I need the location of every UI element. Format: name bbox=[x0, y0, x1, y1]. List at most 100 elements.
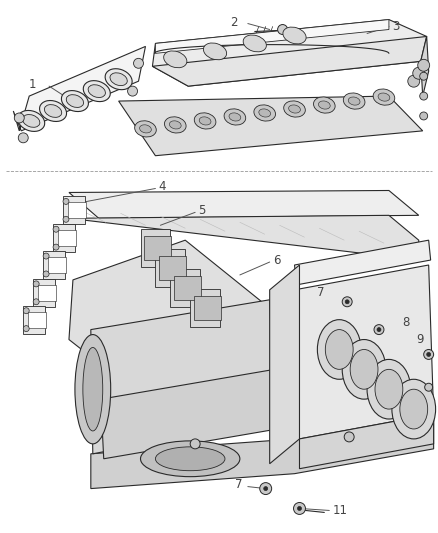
Ellipse shape bbox=[33, 281, 39, 287]
Ellipse shape bbox=[164, 117, 186, 133]
Ellipse shape bbox=[23, 308, 29, 314]
Polygon shape bbox=[33, 279, 55, 307]
Ellipse shape bbox=[314, 97, 335, 113]
Polygon shape bbox=[101, 369, 278, 459]
Ellipse shape bbox=[343, 93, 365, 109]
Ellipse shape bbox=[344, 432, 354, 442]
Polygon shape bbox=[58, 230, 76, 246]
Ellipse shape bbox=[110, 73, 127, 86]
Polygon shape bbox=[119, 96, 423, 156]
Ellipse shape bbox=[350, 350, 378, 389]
Polygon shape bbox=[28, 312, 46, 328]
Ellipse shape bbox=[278, 25, 288, 35]
Polygon shape bbox=[194, 296, 221, 320]
Ellipse shape bbox=[243, 35, 266, 52]
Ellipse shape bbox=[378, 93, 390, 101]
Polygon shape bbox=[141, 229, 170, 267]
Ellipse shape bbox=[53, 244, 59, 250]
Text: 8: 8 bbox=[402, 316, 409, 329]
Ellipse shape bbox=[61, 91, 88, 111]
Ellipse shape bbox=[400, 389, 427, 429]
Polygon shape bbox=[174, 276, 201, 300]
Ellipse shape bbox=[141, 441, 240, 477]
Polygon shape bbox=[270, 265, 300, 464]
Ellipse shape bbox=[254, 105, 276, 121]
Text: 11: 11 bbox=[332, 504, 347, 517]
Text: 7: 7 bbox=[235, 478, 243, 491]
Ellipse shape bbox=[66, 95, 84, 108]
Polygon shape bbox=[190, 289, 220, 327]
Ellipse shape bbox=[194, 113, 216, 129]
Ellipse shape bbox=[199, 117, 211, 125]
Ellipse shape bbox=[53, 226, 59, 232]
Ellipse shape bbox=[348, 97, 360, 105]
Ellipse shape bbox=[18, 133, 28, 143]
Polygon shape bbox=[300, 414, 434, 469]
Ellipse shape bbox=[325, 329, 353, 369]
Polygon shape bbox=[294, 265, 434, 439]
Text: 4: 4 bbox=[159, 180, 166, 193]
Polygon shape bbox=[23, 306, 45, 334]
Polygon shape bbox=[155, 249, 185, 287]
Ellipse shape bbox=[342, 297, 352, 307]
Ellipse shape bbox=[260, 482, 272, 495]
Ellipse shape bbox=[420, 72, 427, 80]
Ellipse shape bbox=[164, 51, 187, 68]
Text: 5: 5 bbox=[198, 204, 205, 217]
Polygon shape bbox=[38, 285, 56, 301]
Ellipse shape bbox=[155, 447, 225, 471]
Text: 3: 3 bbox=[392, 20, 399, 33]
Polygon shape bbox=[69, 215, 419, 260]
Ellipse shape bbox=[418, 59, 430, 71]
Ellipse shape bbox=[425, 383, 433, 391]
Polygon shape bbox=[13, 46, 145, 131]
Polygon shape bbox=[91, 414, 434, 489]
Ellipse shape bbox=[18, 110, 45, 132]
Polygon shape bbox=[155, 20, 389, 53]
Ellipse shape bbox=[127, 86, 138, 96]
Ellipse shape bbox=[134, 121, 156, 137]
Polygon shape bbox=[91, 300, 275, 454]
Ellipse shape bbox=[88, 85, 106, 98]
Polygon shape bbox=[48, 257, 66, 273]
Ellipse shape bbox=[420, 92, 427, 100]
Polygon shape bbox=[145, 236, 171, 260]
Ellipse shape bbox=[374, 325, 384, 335]
Polygon shape bbox=[69, 240, 272, 394]
Ellipse shape bbox=[318, 320, 361, 379]
Polygon shape bbox=[68, 203, 86, 219]
Ellipse shape bbox=[424, 350, 434, 359]
Polygon shape bbox=[152, 20, 427, 86]
Ellipse shape bbox=[224, 109, 246, 125]
Ellipse shape bbox=[342, 340, 386, 399]
Ellipse shape bbox=[264, 487, 268, 490]
Polygon shape bbox=[43, 251, 65, 279]
Polygon shape bbox=[159, 256, 186, 280]
Polygon shape bbox=[421, 36, 429, 96]
Ellipse shape bbox=[408, 75, 420, 87]
Text: 2: 2 bbox=[230, 16, 238, 29]
Ellipse shape bbox=[190, 439, 200, 449]
Ellipse shape bbox=[43, 271, 49, 277]
Ellipse shape bbox=[293, 503, 305, 514]
Text: 6: 6 bbox=[273, 254, 280, 266]
Ellipse shape bbox=[377, 328, 381, 332]
Text: 10: 10 bbox=[417, 399, 431, 411]
Ellipse shape bbox=[33, 299, 39, 305]
Text: 1: 1 bbox=[28, 78, 36, 91]
Polygon shape bbox=[170, 269, 200, 307]
Ellipse shape bbox=[44, 104, 62, 117]
Text: 9: 9 bbox=[417, 333, 424, 346]
Polygon shape bbox=[294, 240, 431, 285]
Ellipse shape bbox=[259, 109, 271, 117]
Ellipse shape bbox=[345, 300, 349, 304]
Ellipse shape bbox=[297, 506, 301, 511]
Ellipse shape bbox=[23, 326, 29, 332]
Ellipse shape bbox=[63, 198, 69, 204]
Ellipse shape bbox=[105, 69, 132, 90]
Ellipse shape bbox=[367, 359, 411, 419]
Text: 7: 7 bbox=[317, 286, 324, 300]
Ellipse shape bbox=[83, 80, 110, 102]
Ellipse shape bbox=[289, 105, 300, 113]
Ellipse shape bbox=[375, 369, 403, 409]
